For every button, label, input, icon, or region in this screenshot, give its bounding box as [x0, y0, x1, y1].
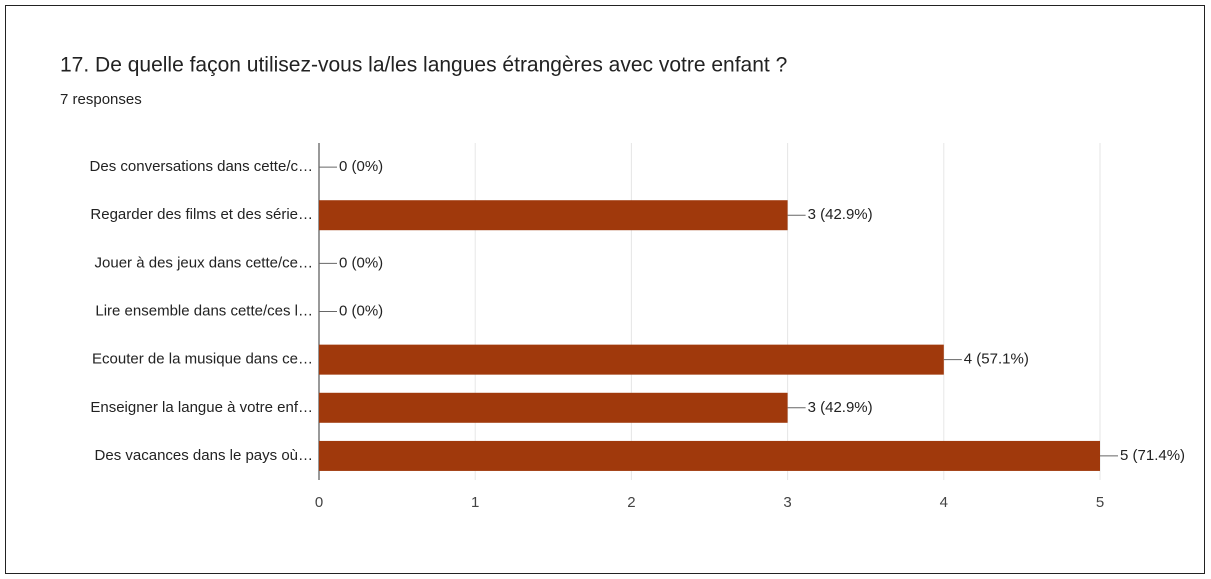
- x-tick-label: 1: [471, 494, 479, 511]
- card-border: [5, 5, 1205, 574]
- x-tick-label: 3: [783, 494, 791, 511]
- x-tick-label: 4: [940, 494, 948, 511]
- y-tick-label: Regarder des films et des série…: [90, 206, 313, 223]
- value-label: 0 (0%): [339, 158, 383, 175]
- chart-title: 17. De quelle façon utilisez-vous la/les…: [60, 54, 787, 77]
- chart-subtitle: 7 responses: [60, 91, 142, 108]
- value-label: 4 (57.1%): [964, 351, 1029, 368]
- bar: [319, 392, 788, 423]
- bar: [319, 344, 944, 375]
- y-tick-label: Lire ensemble dans cette/ces l…: [95, 302, 313, 319]
- value-label: 3 (42.9%): [808, 206, 873, 223]
- value-label: 3 (42.9%): [808, 399, 873, 416]
- y-tick-label: Jouer à des jeux dans cette/ce…: [95, 254, 313, 271]
- value-label: 0 (0%): [339, 254, 383, 271]
- x-tick-label: 0: [315, 494, 323, 511]
- bar: [319, 440, 1100, 471]
- value-label: 5 (71.4%): [1120, 447, 1185, 464]
- x-tick-label: 2: [627, 494, 635, 511]
- x-tick-label: 5: [1096, 494, 1104, 511]
- y-tick-label: Enseigner la langue à votre enf…: [90, 399, 313, 416]
- y-tick-label: Des vacances dans le pays où…: [95, 447, 313, 464]
- value-label: 0 (0%): [339, 302, 383, 319]
- bar: [319, 200, 788, 231]
- y-tick-label: Des conversations dans cette/c…: [90, 158, 313, 175]
- y-tick-label: Ecouter de la musique dans ce…: [92, 351, 313, 368]
